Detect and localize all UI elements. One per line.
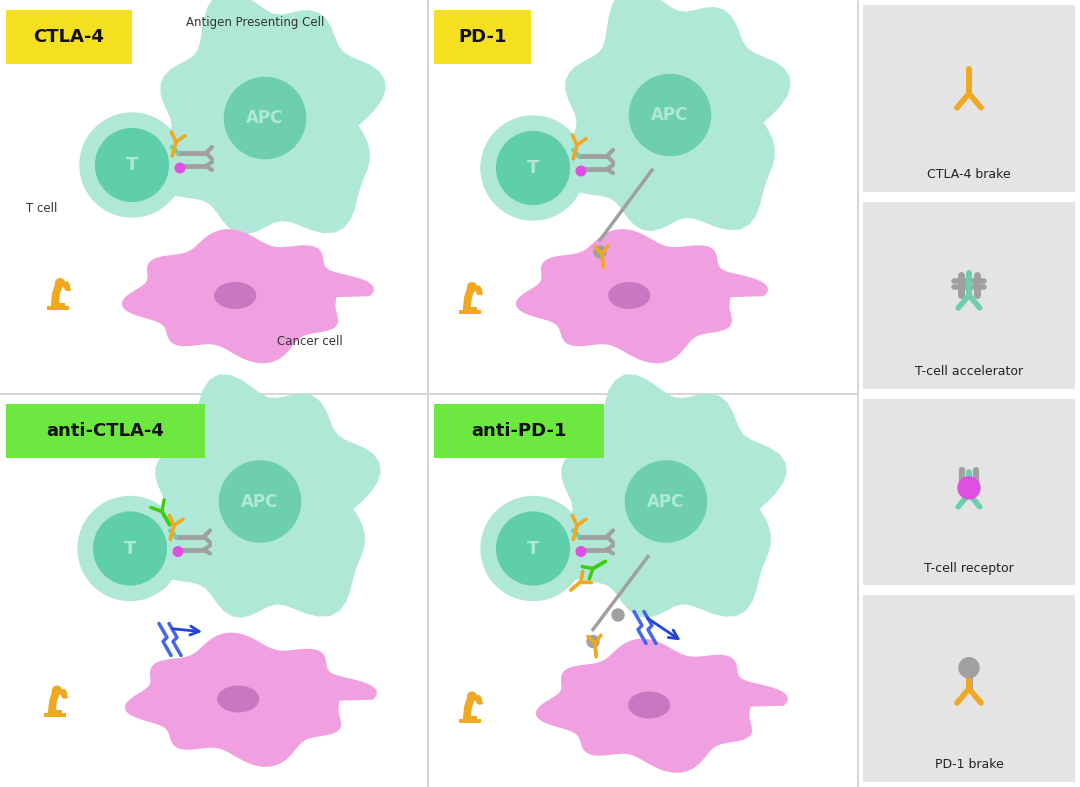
Text: T cell: T cell	[26, 201, 57, 215]
Circle shape	[78, 497, 183, 600]
Polygon shape	[537, 639, 787, 772]
Circle shape	[468, 693, 476, 701]
FancyBboxPatch shape	[51, 303, 65, 306]
Circle shape	[577, 547, 585, 556]
FancyBboxPatch shape	[863, 595, 1075, 782]
Circle shape	[588, 635, 599, 648]
Circle shape	[612, 609, 624, 621]
FancyBboxPatch shape	[463, 716, 477, 719]
Text: PD-1: PD-1	[458, 28, 507, 46]
Circle shape	[497, 131, 569, 205]
Circle shape	[594, 246, 606, 258]
Circle shape	[53, 686, 62, 695]
FancyBboxPatch shape	[6, 10, 132, 64]
Circle shape	[175, 163, 185, 173]
Text: APC: APC	[241, 493, 279, 511]
Circle shape	[94, 512, 166, 585]
FancyBboxPatch shape	[434, 10, 531, 64]
Polygon shape	[557, 375, 786, 617]
Polygon shape	[125, 634, 376, 766]
Text: T-cell receptor: T-cell receptor	[924, 562, 1014, 575]
Polygon shape	[151, 375, 380, 617]
Circle shape	[55, 279, 65, 287]
Ellipse shape	[629, 693, 670, 718]
Circle shape	[630, 75, 711, 156]
FancyBboxPatch shape	[6, 404, 204, 457]
FancyBboxPatch shape	[863, 398, 1075, 586]
Text: T: T	[527, 159, 539, 177]
Ellipse shape	[215, 283, 256, 309]
FancyBboxPatch shape	[863, 5, 1075, 192]
Text: Cancer cell: Cancer cell	[278, 335, 342, 348]
Circle shape	[625, 461, 706, 542]
Text: T: T	[527, 540, 539, 557]
FancyBboxPatch shape	[48, 711, 62, 713]
Circle shape	[468, 283, 476, 291]
FancyBboxPatch shape	[44, 713, 66, 717]
Ellipse shape	[609, 283, 649, 309]
Circle shape	[481, 116, 585, 220]
Ellipse shape	[218, 686, 258, 711]
Polygon shape	[156, 0, 384, 234]
Text: Antigen Presenting Cell: Antigen Presenting Cell	[186, 16, 324, 28]
Polygon shape	[516, 230, 767, 363]
FancyBboxPatch shape	[434, 404, 604, 457]
Text: anti-PD-1: anti-PD-1	[471, 422, 567, 439]
FancyBboxPatch shape	[48, 306, 69, 309]
FancyBboxPatch shape	[463, 307, 477, 310]
Text: APC: APC	[651, 106, 689, 124]
FancyBboxPatch shape	[459, 310, 481, 313]
Circle shape	[481, 497, 585, 600]
Polygon shape	[123, 230, 374, 363]
Text: APC: APC	[647, 493, 685, 511]
Text: CTLA-4: CTLA-4	[33, 28, 105, 46]
Circle shape	[225, 77, 306, 158]
Circle shape	[173, 547, 183, 556]
Text: CTLA-4 brake: CTLA-4 brake	[928, 168, 1011, 181]
Polygon shape	[561, 0, 789, 231]
Circle shape	[219, 461, 300, 542]
Circle shape	[959, 658, 978, 678]
Circle shape	[958, 477, 980, 499]
FancyBboxPatch shape	[459, 719, 481, 723]
Text: T-cell accelerator: T-cell accelerator	[915, 365, 1023, 378]
Text: T: T	[125, 156, 138, 174]
Text: T: T	[124, 540, 136, 557]
Circle shape	[497, 512, 569, 585]
Circle shape	[96, 128, 168, 201]
Text: anti-CTLA-4: anti-CTLA-4	[46, 422, 164, 439]
Circle shape	[577, 166, 585, 176]
Text: PD-1 brake: PD-1 brake	[934, 759, 1003, 771]
Circle shape	[80, 113, 184, 217]
Text: APC: APC	[246, 109, 284, 127]
FancyBboxPatch shape	[863, 201, 1075, 389]
